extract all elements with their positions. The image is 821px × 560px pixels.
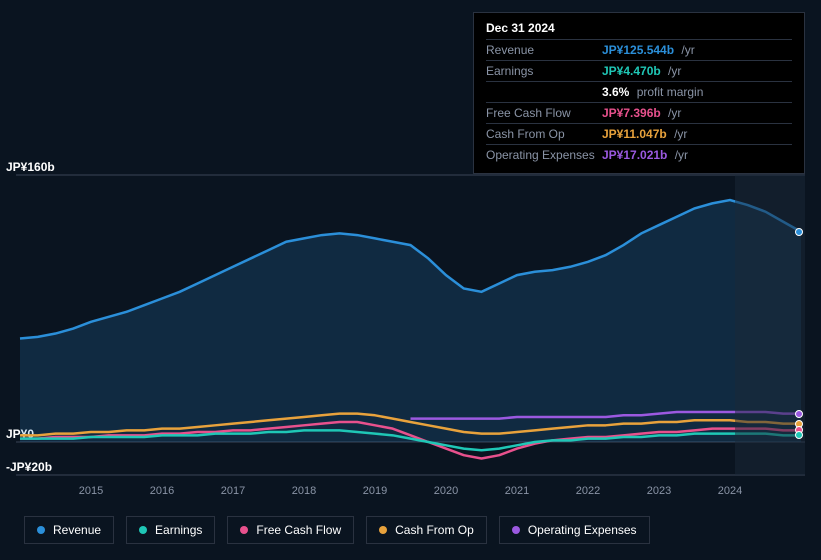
tooltip-row: Cash From OpJP¥11.047b /yr xyxy=(486,123,792,144)
legend-dot xyxy=(379,526,387,534)
tooltip-panel: Dec 31 2024 RevenueJP¥125.544b /yrEarnin… xyxy=(473,12,805,174)
x-axis-label: 2020 xyxy=(434,485,458,497)
x-axis-label: 2015 xyxy=(79,485,103,497)
legend-dot xyxy=(139,526,147,534)
x-axis-label: 2018 xyxy=(292,485,316,497)
x-axis-label: 2022 xyxy=(576,485,600,497)
x-axis-label: 2023 xyxy=(647,485,671,497)
tooltip-row-label: Revenue xyxy=(486,43,602,57)
legend-item[interactable]: Revenue xyxy=(24,516,114,544)
tooltip-date: Dec 31 2024 xyxy=(486,21,792,39)
tooltip-row-value: JP¥11.047b /yr xyxy=(602,127,687,141)
legend-item[interactable]: Operating Expenses xyxy=(499,516,650,544)
legend-item[interactable]: Free Cash Flow xyxy=(227,516,354,544)
legend-label: Earnings xyxy=(155,523,202,537)
legend-dot xyxy=(37,526,45,534)
tooltip-row-value: JP¥125.544b /yr xyxy=(602,43,695,57)
legend-dot xyxy=(240,526,248,534)
chart-marker xyxy=(795,228,803,236)
chart-marker xyxy=(795,410,803,418)
chart-svg xyxy=(16,160,805,480)
tooltip-row: Free Cash FlowJP¥7.396b /yr xyxy=(486,102,792,123)
x-axis-label: 2024 xyxy=(718,485,742,497)
tooltip-row-value: JP¥4.470b /yr xyxy=(602,64,681,78)
legend-label: Revenue xyxy=(53,523,101,537)
tooltip-row-label: Free Cash Flow xyxy=(486,106,602,120)
tooltip-rows: RevenueJP¥125.544b /yrEarningsJP¥4.470b … xyxy=(486,39,792,165)
legend-item[interactable]: Cash From Op xyxy=(366,516,487,544)
tooltip-row: EarningsJP¥4.470b /yr xyxy=(486,60,792,81)
legend-item[interactable]: Earnings xyxy=(126,516,215,544)
legend-label: Free Cash Flow xyxy=(256,523,341,537)
legend-label: Operating Expenses xyxy=(528,523,637,537)
tooltip-row-value: 3.6% profit margin xyxy=(602,85,703,99)
x-axis-label: 2021 xyxy=(505,485,529,497)
legend-label: Cash From Op xyxy=(395,523,474,537)
x-axis-label: 2016 xyxy=(150,485,174,497)
tooltip-row: 3.6% profit margin xyxy=(486,81,792,102)
legend: Revenue Earnings Free Cash Flow Cash From O… xyxy=(24,516,650,544)
x-axis-label: 2017 xyxy=(221,485,245,497)
legend-dot xyxy=(512,526,520,534)
tooltip-row-label: Earnings xyxy=(486,64,602,78)
tooltip-row-label xyxy=(486,85,602,99)
x-axis-label: 2019 xyxy=(363,485,387,497)
chart-area[interactable] xyxy=(16,160,805,490)
tooltip-row-label: Cash From Op xyxy=(486,127,602,141)
chart-marker xyxy=(795,431,803,439)
tooltip-row-value: JP¥7.396b /yr xyxy=(602,106,681,120)
tooltip-row: RevenueJP¥125.544b /yr xyxy=(486,39,792,60)
